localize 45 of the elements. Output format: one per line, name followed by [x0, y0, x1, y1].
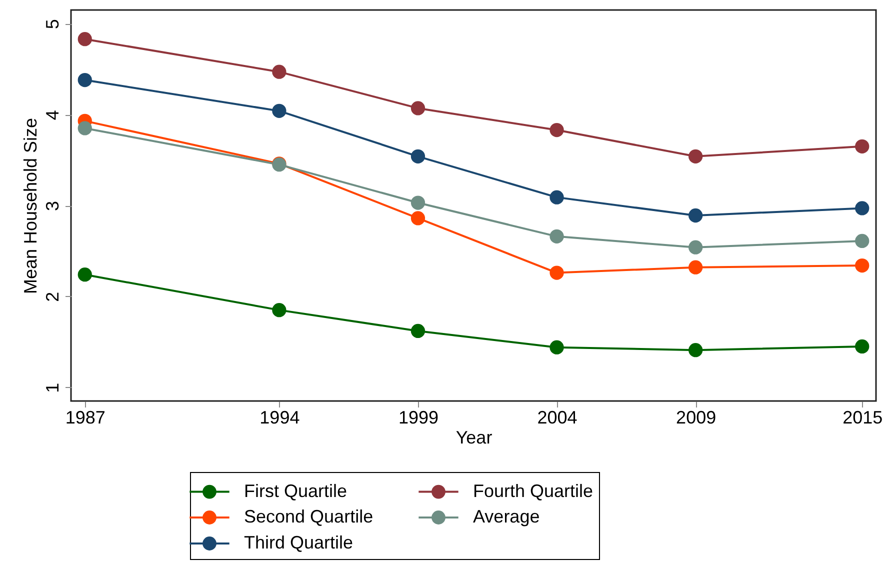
legend-label: Third Quartile: [244, 532, 354, 552]
point: [550, 340, 564, 354]
x-axis-title: Year: [456, 428, 492, 448]
x-tick-label: 2004: [537, 408, 578, 428]
y-tick-label: 4: [42, 110, 62, 120]
x-tick-label: 2009: [676, 408, 716, 428]
point: [688, 149, 703, 164]
x-tick-label: 1994: [260, 408, 300, 428]
y-tick-label: 1: [42, 382, 62, 393]
point: [550, 122, 564, 138]
point: [272, 104, 286, 118]
point: [78, 72, 92, 88]
point: [78, 268, 92, 282]
point: [272, 303, 286, 318]
point: [410, 196, 426, 210]
x-tick-label: 1987: [65, 408, 106, 428]
x-tick-label: 1999: [398, 408, 439, 428]
y-axis-title: Mean Household Size: [20, 118, 40, 294]
point: [410, 149, 426, 164]
point: [855, 201, 870, 216]
point: [410, 324, 426, 338]
point: [410, 101, 426, 116]
legend-label: Fourth Quartile: [473, 480, 594, 501]
point: [550, 190, 564, 204]
y-tick-label: 3: [42, 200, 62, 212]
point: [688, 240, 703, 254]
point: [272, 64, 286, 79]
x-tick-label: 2015: [842, 408, 883, 428]
point: [688, 343, 703, 358]
legend-label: First Quartile: [244, 480, 348, 501]
point: [855, 339, 870, 354]
y-tick-label: 2: [42, 292, 62, 302]
point: [688, 260, 703, 274]
legend-label: Second Quartile: [244, 506, 374, 526]
point: [855, 139, 870, 154]
y-tick-label: 5: [42, 19, 62, 30]
point: [855, 258, 870, 273]
point: [550, 266, 564, 280]
legend-label: Average: [473, 506, 540, 526]
point: [78, 121, 92, 136]
point: [550, 229, 564, 244]
point: [410, 211, 426, 226]
point: [855, 234, 870, 248]
point: [688, 208, 703, 223]
point: [78, 32, 92, 46]
